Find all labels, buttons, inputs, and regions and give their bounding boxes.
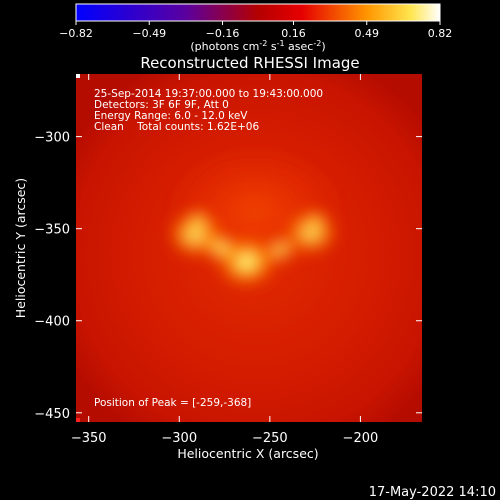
annotation-time-range: 25-Sep-2014 19:37:00.000 to 19:43:00.000 — [94, 88, 323, 100]
y-tick-label: −400 — [34, 315, 70, 330]
y-tick-label: −350 — [34, 223, 70, 238]
unit-sup-2: -1 — [277, 39, 285, 48]
colorbar-tick-label: −0.82 — [59, 27, 93, 40]
annotation-peak-position: Position of Peak = [-259,-368] — [94, 397, 251, 409]
colorbar-tick-label: −0.49 — [132, 27, 166, 40]
x-tick-label: −300 — [161, 431, 197, 446]
chart-title: Reconstructed RHESSI Image — [140, 54, 359, 72]
corner-marker-tl — [76, 74, 80, 78]
colorbar-tick-label: 0.49 — [355, 27, 380, 40]
colorbar — [75, 3, 441, 22]
annotation-block: 25-Sep-2014 19:37:00.000 to 19:43:00.000… — [94, 88, 323, 409]
footer-timestamp: 17-May-2022 14:10 — [369, 485, 496, 500]
unit-part-4: ) — [321, 40, 325, 53]
image-area — [76, 74, 422, 422]
unit-sup-1: -2 — [259, 39, 267, 48]
x-tick-label: −200 — [343, 431, 379, 446]
annotation-energy: Energy Range: 6.0 - 12.0 keV — [94, 110, 248, 122]
colorbar-unit-label: (photons cm-2 s-1 asec-2) — [190, 39, 325, 53]
unit-part-3: asec — [285, 40, 314, 53]
x-tick-label: −350 — [71, 431, 107, 446]
colorbar-ticks: −0.82 −0.49 −0.16 0.16 0.49 0.82 — [59, 21, 452, 40]
x-axis-label: Heliocentric X (arcsec) — [177, 446, 318, 461]
source-arm-left — [183, 208, 212, 237]
y-axis-label: Heliocentric Y (arcsec) — [13, 178, 28, 318]
unit-part-2: s — [267, 40, 276, 53]
x-tick-label: −250 — [252, 431, 288, 446]
annotation-clean-counts: Clean Total counts: 1.62E+06 — [94, 121, 259, 133]
colorbar-tick-label: −0.16 — [206, 27, 240, 40]
colorbar-tick-label: 0.16 — [281, 27, 306, 40]
source-arm-right — [302, 209, 329, 236]
x-axis: −350 −300 −250 −200 — [71, 74, 378, 446]
y-axis: −300 −350 −400 −450 — [34, 131, 422, 422]
source-bridge-right — [257, 233, 303, 267]
colorbar-tick-label: 0.82 — [428, 27, 453, 40]
annotation-detectors: Detectors: 3F 6F 9F, Att 0 — [94, 99, 229, 111]
y-tick-label: −300 — [34, 131, 70, 146]
unit-part-1: (photons cm — [190, 40, 259, 53]
source-bridge-left — [196, 229, 246, 267]
source-blobs — [160, 140, 351, 290]
unit-sup-3: -2 — [313, 39, 321, 48]
corner-marker-bl — [76, 418, 80, 422]
y-tick-label: −450 — [34, 407, 70, 422]
